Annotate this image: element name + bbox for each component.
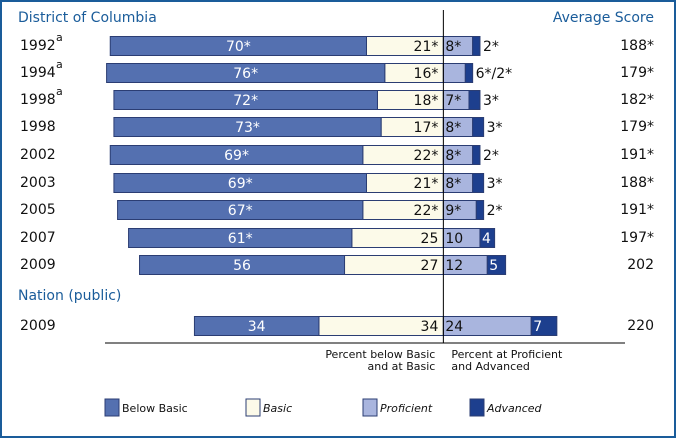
- value-label: 3*: [487, 176, 503, 192]
- score-label: 197*: [620, 230, 654, 246]
- value-label: 61*: [228, 231, 253, 247]
- bar-segment: [113, 90, 378, 110]
- axis-caption: and Advanced: [451, 360, 530, 373]
- legend-label: Advanced: [486, 402, 543, 415]
- category-label: 2005: [20, 202, 56, 218]
- bar-segment: [472, 36, 481, 56]
- score-label: 191*: [620, 147, 654, 163]
- value-label: 18*: [414, 93, 439, 109]
- value-label: 70*: [226, 39, 251, 55]
- bar-segment: [106, 63, 386, 83]
- legend-label: Proficient: [380, 402, 433, 415]
- category-label: 2003: [20, 175, 56, 191]
- value-label: 21*: [414, 39, 439, 55]
- category-label: 2007: [20, 230, 56, 246]
- value-label: 2*: [483, 39, 499, 55]
- bar-segment: [109, 145, 364, 165]
- legend-swatch: [362, 398, 378, 417]
- value-label: 12: [445, 258, 463, 274]
- value-label: 9*: [445, 203, 461, 219]
- bar-segment: [113, 117, 382, 137]
- value-label: 8*: [445, 39, 461, 55]
- category-label: 2009: [20, 318, 56, 334]
- bar-segment: [472, 117, 485, 137]
- score-label: 179*: [620, 65, 654, 81]
- score-label: 220: [627, 318, 654, 334]
- category-label: 1998: [20, 92, 56, 108]
- bar-segment: [128, 228, 353, 248]
- value-label: 56: [233, 258, 251, 274]
- legend-swatch: [245, 398, 261, 417]
- value-label: 21*: [414, 176, 439, 192]
- category-note: a: [56, 58, 63, 71]
- value-label: 5: [489, 258, 498, 274]
- value-label: 4: [482, 231, 491, 247]
- bar-segment: [442, 63, 466, 83]
- value-label: 69*: [228, 176, 253, 192]
- bar-segment: [468, 90, 481, 110]
- value-label: 2*: [483, 148, 499, 164]
- legend-swatch: [104, 398, 120, 417]
- group-label: Nation (public): [18, 288, 121, 304]
- bar-segment: [117, 200, 364, 220]
- value-label: 76*: [233, 66, 258, 82]
- category-note: a: [56, 85, 63, 98]
- axis-caption: Percent at Proficient: [451, 348, 563, 361]
- bar-segment: [464, 63, 474, 83]
- score-label: 191*: [620, 202, 654, 218]
- score-label: 179*: [620, 119, 654, 135]
- axis-caption: and at Basic: [367, 360, 435, 373]
- value-label: 16*: [414, 66, 439, 82]
- value-label: 72*: [233, 93, 258, 109]
- value-label: 27: [421, 258, 439, 274]
- value-label: 67*: [228, 203, 253, 219]
- value-label: 17*: [414, 120, 439, 136]
- bar-segment: [530, 316, 558, 336]
- category-label: 1998: [20, 119, 56, 135]
- bar-segment: [472, 173, 485, 193]
- value-label: 8*: [445, 148, 461, 164]
- value-label: 34: [421, 319, 439, 335]
- value-label: 25: [421, 231, 439, 247]
- category-label: 2009: [20, 257, 56, 273]
- bar-segment: [139, 255, 346, 275]
- value-label: 24: [445, 319, 463, 335]
- value-label: 8*: [445, 176, 461, 192]
- bar-segment: [193, 316, 320, 336]
- score-label: 182*: [620, 92, 654, 108]
- bar-segment: [475, 200, 485, 220]
- score-label: 188*: [620, 175, 654, 191]
- value-label: 7*: [445, 93, 461, 109]
- group-label: District of Columbia: [18, 10, 157, 26]
- value-label: 34: [248, 319, 266, 335]
- value-label: 22*: [414, 203, 439, 219]
- value-label: 6*/2*: [476, 66, 513, 82]
- legend-label: Below Basic: [122, 402, 188, 415]
- legend-swatch: [469, 398, 485, 417]
- category-label: 1992: [20, 38, 56, 54]
- value-label: 10: [445, 231, 463, 247]
- bar-segment: [113, 173, 367, 193]
- category-label: 1994: [20, 65, 56, 81]
- score-title: Average Score: [553, 10, 654, 26]
- value-label: 22*: [414, 148, 439, 164]
- value-label: 73*: [235, 120, 260, 136]
- axis-caption: Percent below Basic: [325, 348, 435, 361]
- bar-segment: [109, 36, 367, 56]
- value-label: 7: [533, 319, 542, 335]
- legend-label: Basic: [263, 402, 292, 415]
- value-label: 3*: [487, 120, 503, 136]
- category-label: 2002: [20, 147, 56, 163]
- bar-segment: [472, 145, 481, 165]
- score-label: 188*: [620, 38, 654, 54]
- value-label: 3*: [483, 93, 499, 109]
- bar-segment: [486, 255, 507, 275]
- value-label: 8*: [445, 120, 461, 136]
- bar-segment: [479, 228, 496, 248]
- value-label: 2*: [487, 203, 503, 219]
- value-label: 69*: [224, 148, 249, 164]
- category-note: a: [56, 31, 63, 44]
- score-label: 202: [627, 257, 654, 273]
